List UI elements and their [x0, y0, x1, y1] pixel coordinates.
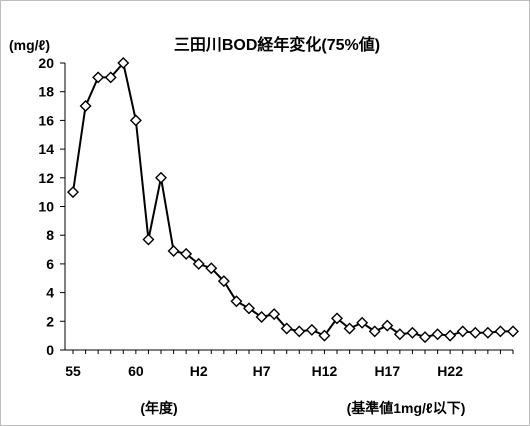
- data-point-markers: [67, 57, 519, 344]
- y-tick-label: 20: [38, 55, 54, 71]
- data-point-H27: [507, 325, 519, 338]
- y-axis-unit-label: (mg/ℓ): [9, 37, 50, 53]
- chart-title: 三田川BOD経年変化(75%値): [174, 35, 380, 54]
- data-point-H1: [180, 247, 193, 260]
- data-point-H6: [243, 302, 255, 315]
- data-point-H12: [318, 329, 331, 342]
- data-point-55: [67, 186, 79, 199]
- data-point-H9: [280, 322, 293, 335]
- data-point-H24: [469, 326, 482, 339]
- y-tick-label: 12: [38, 170, 54, 186]
- data-point-H4: [217, 275, 230, 288]
- data-point-H2: [192, 257, 205, 270]
- data-point-60: [129, 114, 142, 127]
- y-tick-label: 6: [46, 256, 54, 272]
- data-point-61: [142, 233, 155, 246]
- data-point-H3: [205, 262, 218, 275]
- x-tick-label: 60: [128, 363, 144, 379]
- data-point-H15: [356, 316, 369, 329]
- y-axis: 0 2 4 6 8 10 12 14 16 18 20: [38, 55, 66, 358]
- data-point-H13: [331, 312, 343, 325]
- y-tick-label: 14: [38, 141, 54, 157]
- x-tick-label: H7: [253, 363, 271, 379]
- data-point-H17: [381, 319, 394, 332]
- y-tick-label: 18: [38, 84, 54, 100]
- x-tick-label: H12: [312, 363, 338, 379]
- data-point-H14: [343, 322, 356, 335]
- x-tick-label: H2: [190, 363, 208, 379]
- x-axis-label: (年度): [140, 400, 177, 416]
- x-tick-label: H22: [437, 363, 463, 379]
- data-point-H21: [431, 328, 444, 341]
- data-point-62: [155, 171, 167, 184]
- y-tick-label: 10: [38, 199, 54, 215]
- data-point-H18: [393, 328, 406, 341]
- data-point-H8: [268, 308, 281, 321]
- data-point-H23: [456, 325, 469, 338]
- x-axis: 55 60 H2 H7 H12 H17 H22: [65, 349, 514, 379]
- data-point-H16: [368, 325, 381, 338]
- data-point-56: [79, 100, 92, 113]
- data-point-57: [92, 71, 105, 84]
- y-tick-label: 2: [46, 313, 54, 329]
- y-tick-label: 8: [46, 227, 54, 243]
- data-point-H26: [494, 325, 507, 338]
- data-point-H11: [305, 323, 318, 336]
- data-point-H7: [255, 311, 268, 323]
- data-point-H20: [419, 331, 431, 344]
- data-point-H10: [293, 325, 306, 338]
- x-tick-label: H17: [374, 363, 400, 379]
- data-point-H25: [481, 326, 494, 339]
- data-point-H19: [406, 326, 419, 339]
- standard-value-note: (基準値1mg/ℓ以下): [347, 400, 466, 416]
- y-tick-label: 0: [46, 342, 54, 358]
- data-point-H5: [230, 295, 243, 308]
- y-tick-label: 16: [38, 112, 54, 128]
- bod-series-line: [72, 60, 513, 339]
- data-point-H22: [444, 329, 457, 342]
- y-tick-label: 4: [46, 285, 54, 301]
- x-tick-label: 55: [65, 363, 81, 379]
- data-point-63: [167, 244, 180, 257]
- data-point-59: [117, 57, 130, 69]
- data-point-58: [104, 71, 117, 84]
